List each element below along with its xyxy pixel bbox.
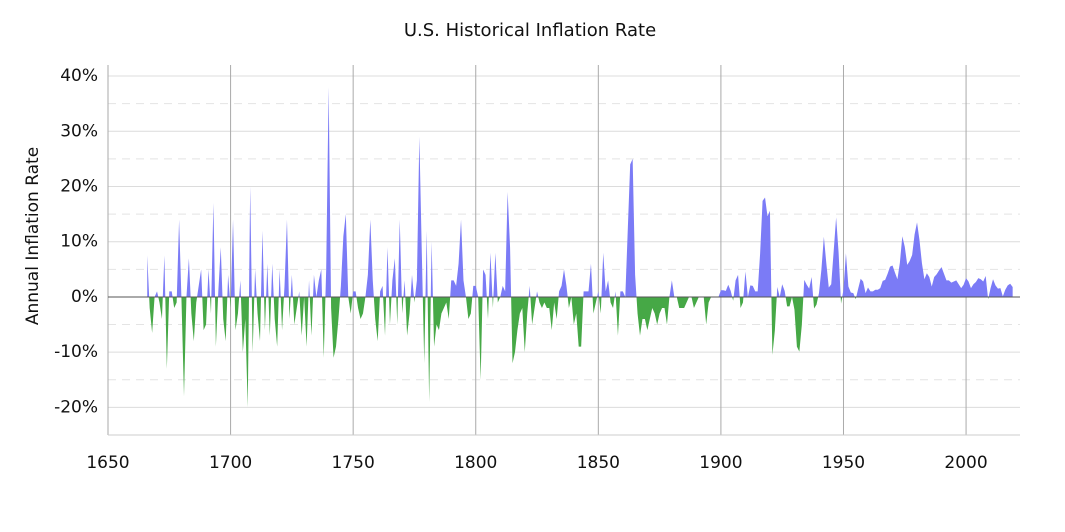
y-tick-label: 20% bbox=[60, 176, 98, 196]
x-tick-label: 1900 bbox=[699, 453, 742, 473]
chart-title: U.S. Historical Inflation Rate bbox=[404, 20, 656, 41]
x-tick-label: 1650 bbox=[86, 453, 129, 473]
y-tick-label: -20% bbox=[54, 397, 98, 417]
x-tick-label: 1950 bbox=[822, 453, 865, 473]
y-axis-label: Annual Inflation Rate bbox=[23, 147, 43, 325]
y-tick-label: 40% bbox=[60, 66, 98, 86]
y-tick-label: 10% bbox=[60, 232, 98, 252]
x-tick-label: 1800 bbox=[454, 453, 497, 473]
x-tick-label: 1850 bbox=[577, 453, 620, 473]
area-negative bbox=[149, 296, 989, 408]
x-tick-label: 2000 bbox=[944, 453, 987, 473]
x-tick-label: 1700 bbox=[209, 453, 252, 473]
y-tick-label: 0% bbox=[71, 287, 98, 307]
area-positive bbox=[147, 87, 1013, 297]
y-tick-label: 30% bbox=[60, 121, 98, 141]
y-tick-label: -10% bbox=[54, 342, 98, 362]
x-tick-label: 1750 bbox=[332, 453, 375, 473]
